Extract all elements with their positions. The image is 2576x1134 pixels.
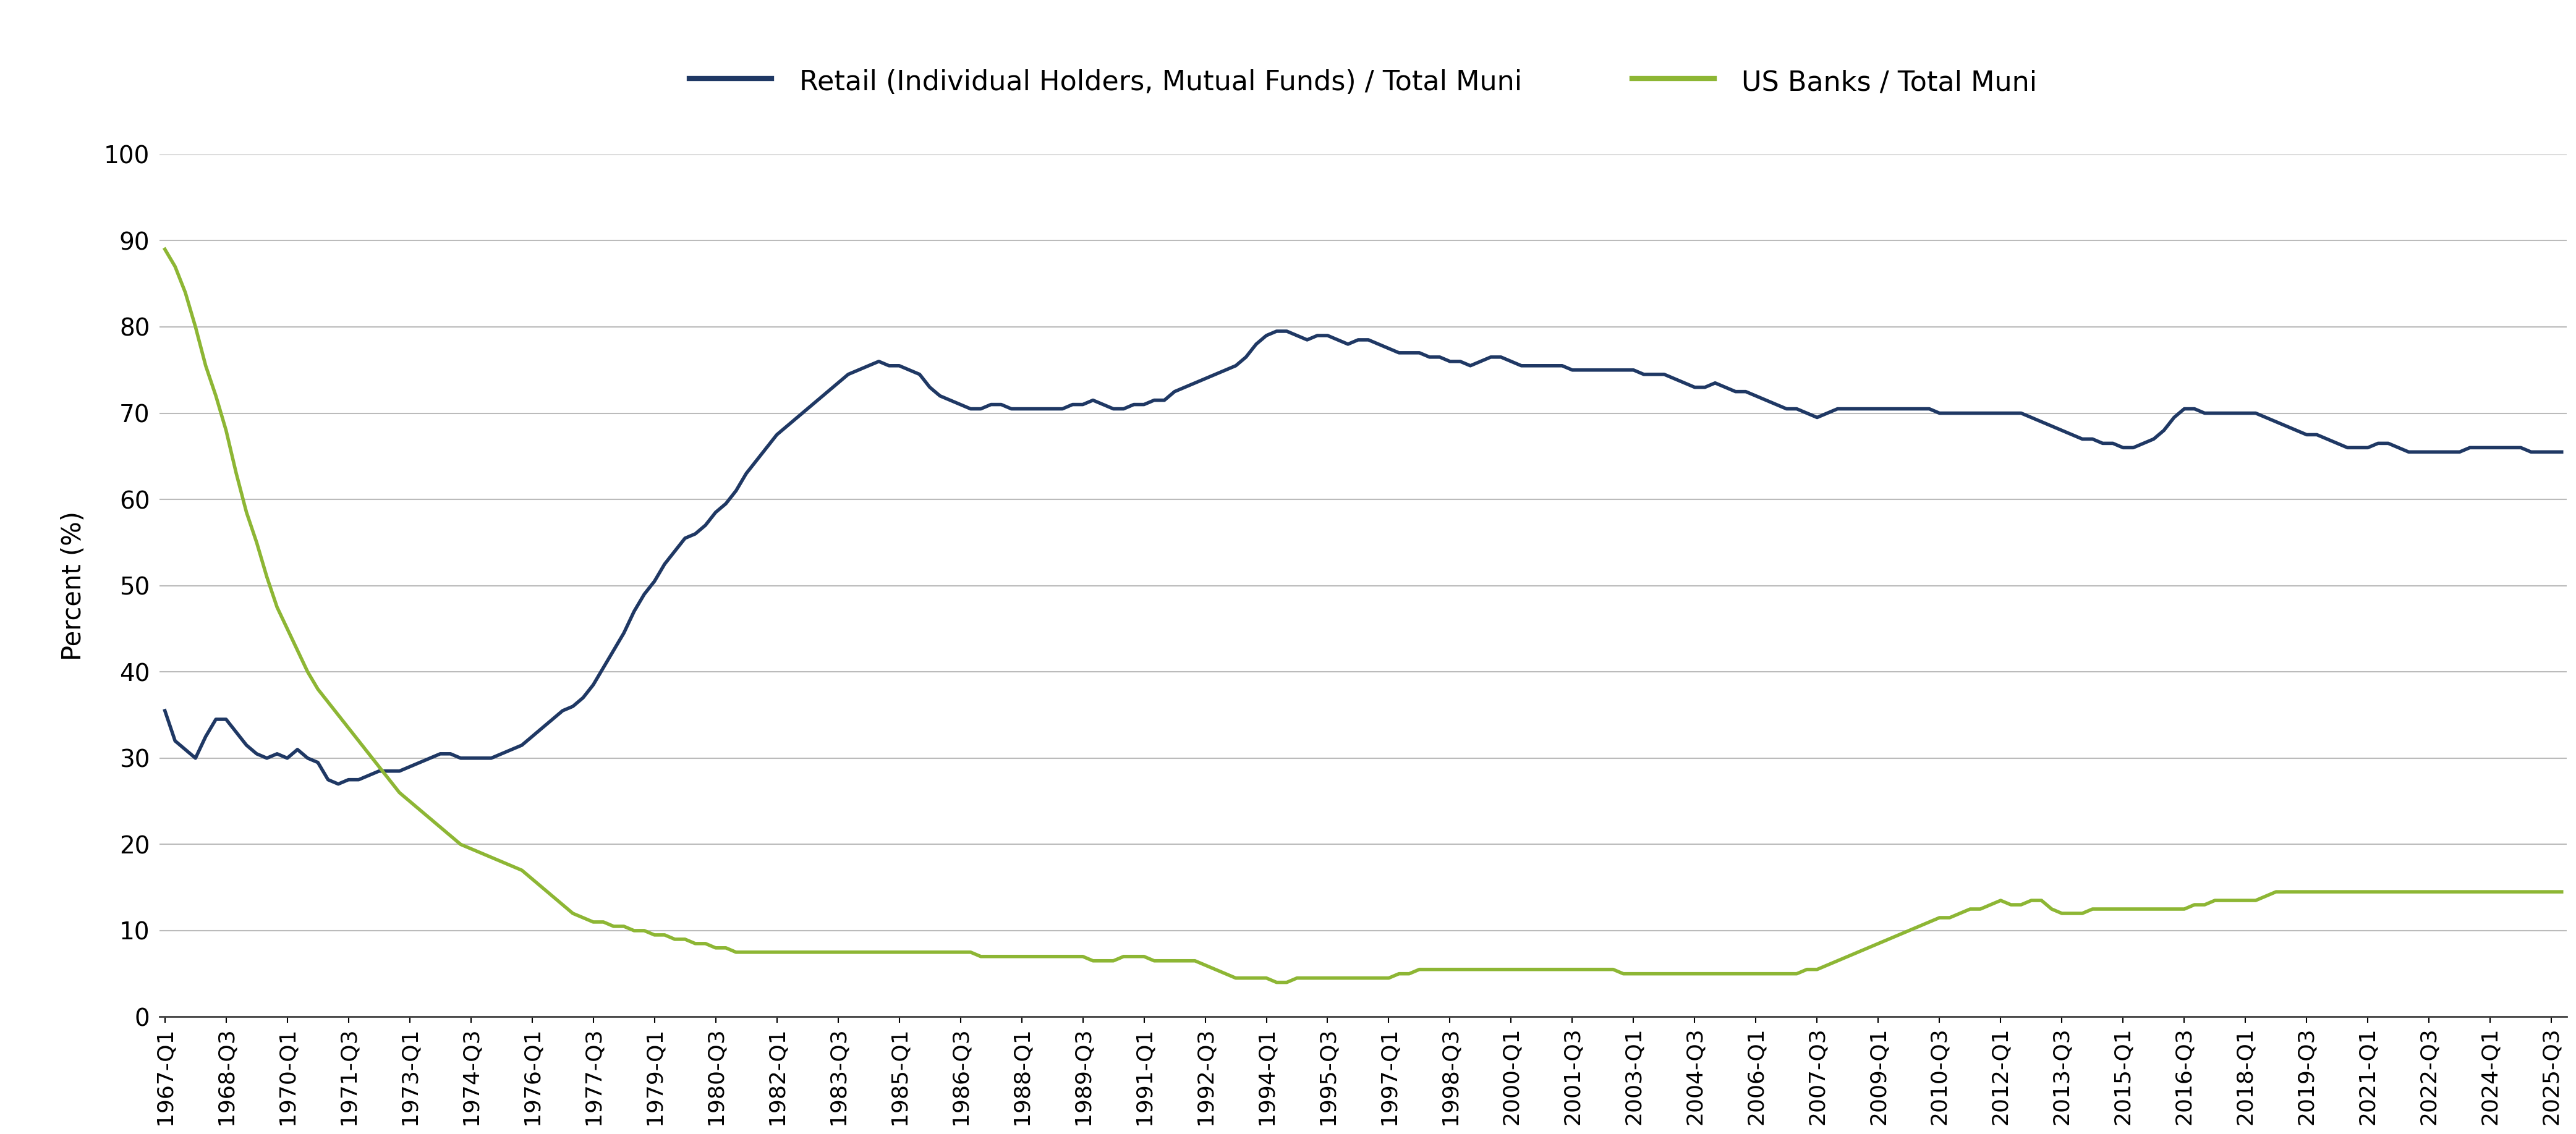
Legend: Retail (Individual Holders, Mutual Funds) / Total Muni, US Banks / Total Muni: Retail (Individual Holders, Mutual Funds…: [677, 56, 2048, 107]
Y-axis label: Percent (%): Percent (%): [62, 510, 88, 660]
